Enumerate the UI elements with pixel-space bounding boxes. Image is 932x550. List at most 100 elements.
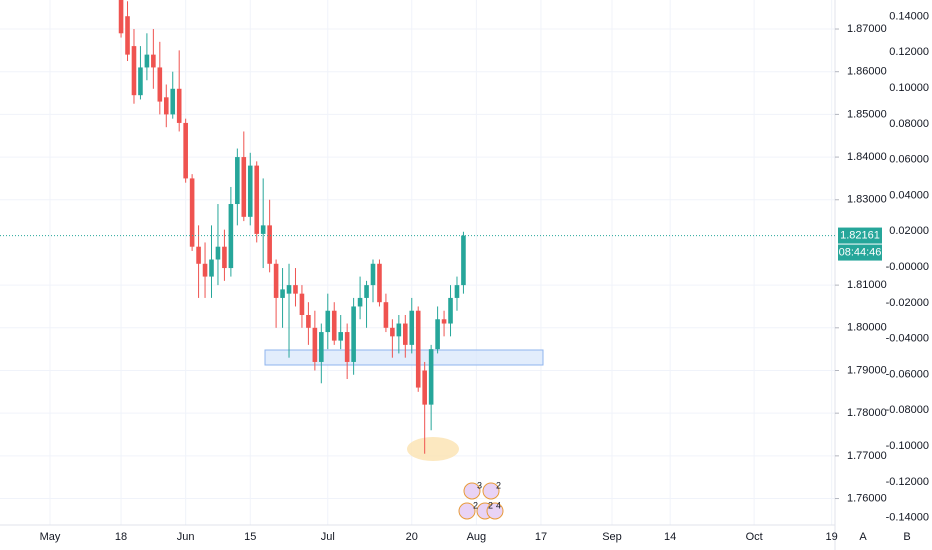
event-badges: 3 2 2 2 4 <box>458 480 504 520</box>
candle-body <box>131 46 137 96</box>
candle-body <box>280 289 285 298</box>
y-tick-label: 1.78000 <box>847 407 887 419</box>
event-count: 4 <box>496 500 501 510</box>
candle-body <box>331 310 337 341</box>
candle-body <box>344 332 350 362</box>
y-tick-label: 1.77000 <box>847 450 887 462</box>
candle-body <box>448 297 453 324</box>
countdown-box <box>838 244 882 261</box>
x-tick-label: 15 <box>244 531 256 543</box>
candle-body <box>144 54 150 68</box>
y2-tick-label: 0.04000 <box>889 189 929 201</box>
candle-body <box>454 285 460 298</box>
candle-body <box>403 323 408 345</box>
y2-tick-label: -0.04000 <box>886 333 929 345</box>
y2-tick-label: -0.02000 <box>886 297 929 309</box>
y2-tick-label: 0.10000 <box>889 82 929 94</box>
event-count: 2 <box>473 500 478 510</box>
candle-body <box>422 370 427 405</box>
candle-body <box>235 157 240 205</box>
event-badge <box>463 482 481 500</box>
event-badge <box>482 482 500 500</box>
candle-body <box>409 310 415 345</box>
candle-body <box>170 88 176 115</box>
x-tick-label: 19 <box>826 531 838 543</box>
x-tick-label: 14 <box>664 531 676 543</box>
candle-body <box>151 54 156 68</box>
y-tick-label: 1.79000 <box>847 364 887 376</box>
event-count: 2 <box>496 480 501 490</box>
candle-body <box>299 293 305 315</box>
y2-tick-label: -0.10000 <box>886 440 929 452</box>
x-tick-label: Aug <box>467 531 487 543</box>
candle-body <box>176 88 182 123</box>
candle-body <box>118 0 124 34</box>
candle-body <box>396 323 402 337</box>
candles <box>118 0 466 454</box>
candle-body <box>319 332 324 362</box>
highlight-ellipse <box>407 437 459 461</box>
candle-body <box>163 97 169 115</box>
y2-tick-label: 0.02000 <box>889 225 929 237</box>
y2-tick-label: 0.14000 <box>889 10 929 22</box>
candle-body <box>293 285 298 294</box>
x-tick-label: 20 <box>406 531 418 543</box>
candle-body <box>286 285 292 294</box>
candle-body <box>228 204 234 269</box>
y-tick-label: 1.86000 <box>847 66 887 78</box>
candle-body <box>215 246 221 260</box>
candle-body <box>306 315 311 328</box>
candle-body <box>415 310 421 388</box>
countdown-label: 08:44:46 <box>839 246 882 258</box>
candle-body <box>390 327 395 337</box>
control-button[interactable]: B <box>903 531 910 543</box>
y2-tick-label: -0.06000 <box>886 368 929 380</box>
candle-body <box>370 263 376 286</box>
x-tick-label: Jun <box>177 531 195 543</box>
event-count: 2 <box>488 500 493 510</box>
candle-body <box>138 67 143 96</box>
candle-body <box>461 235 466 286</box>
y-tick-label: 1.80000 <box>847 322 887 334</box>
x-tick-label: 17 <box>535 531 547 543</box>
candle-body <box>196 246 201 264</box>
y-tick-label: 1.81000 <box>847 279 887 291</box>
last-price-label: 1.82161 <box>840 229 880 241</box>
x-tick-label: Oct <box>746 531 763 543</box>
event-count: 3 <box>477 480 482 490</box>
candle-body <box>202 263 208 277</box>
y2-tick-label: -0.00000 <box>886 261 929 273</box>
candle-body <box>351 306 356 362</box>
x-tick-label: May <box>40 531 61 543</box>
axes: 1.87000 1.86000 1.85000 1.84000 1.83000 1.810… <box>0 10 929 543</box>
y-tick-label: 1.76000 <box>847 492 887 504</box>
candle-body <box>241 157 247 217</box>
candle-body <box>428 349 434 405</box>
control-button[interactable]: A <box>859 531 867 543</box>
candle-body <box>364 285 369 298</box>
last-price-box <box>838 227 882 244</box>
event-badge <box>458 502 476 520</box>
event-badge <box>486 502 504 520</box>
candle-body <box>338 332 343 341</box>
candle-body <box>260 225 266 234</box>
candle-body <box>273 263 279 298</box>
y2-tick-label: -0.08000 <box>886 404 929 416</box>
y-tick-label: 1.87000 <box>847 23 887 35</box>
y2-tick-label: 0.06000 <box>889 154 929 166</box>
x-tick-label: 18 <box>115 531 127 543</box>
candle-body <box>125 16 130 55</box>
candle-body <box>377 263 382 303</box>
candle-body <box>157 67 163 102</box>
candle-body <box>383 302 389 328</box>
candle-body <box>247 165 253 217</box>
candle-body <box>267 225 272 264</box>
candle-body <box>312 327 318 362</box>
y-tick-label: 1.85000 <box>847 108 887 120</box>
y2-tick-label: -0.12000 <box>886 476 929 488</box>
candle-body <box>209 259 214 277</box>
x-tick-label: Jul <box>321 531 335 543</box>
y-tick-label: 1.84000 <box>847 151 887 163</box>
